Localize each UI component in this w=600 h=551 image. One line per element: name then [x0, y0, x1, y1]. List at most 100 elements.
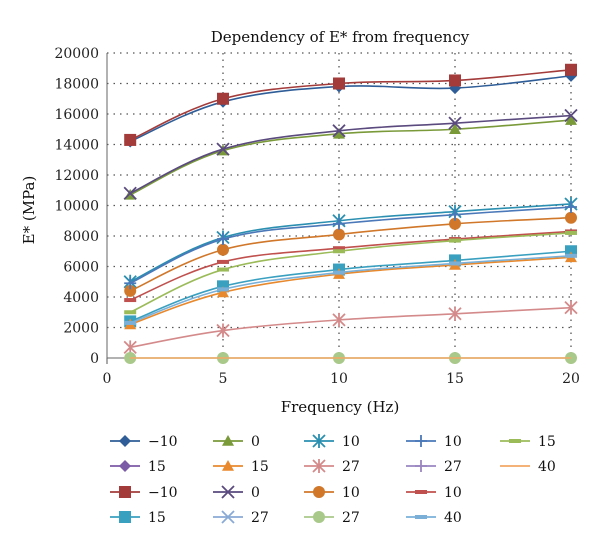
- series-9: [123, 300, 578, 355]
- legend-marker: [312, 459, 326, 473]
- legend-item: 15: [110, 510, 166, 526]
- legend-label: 0: [251, 485, 260, 501]
- series-line: [129, 256, 572, 326]
- legend-item: 27: [304, 459, 360, 475]
- x-axis-label: Frequency (Hz): [281, 398, 400, 416]
- y-tick-label: 12000: [54, 168, 99, 184]
- data-point: [333, 249, 345, 254]
- data-point: [564, 108, 578, 123]
- data-point: [333, 217, 345, 230]
- legend-marker: [415, 490, 427, 494]
- data-point: [124, 298, 137, 303]
- series-12: [124, 201, 577, 290]
- chart-title: Dependency of E* from frequency: [211, 28, 470, 46]
- series-3: [124, 245, 577, 328]
- data-point: [565, 211, 577, 224]
- legend-item: 10: [304, 434, 360, 450]
- series-14: [124, 229, 577, 303]
- data-point: [565, 230, 577, 235]
- series-16: [124, 230, 577, 315]
- data-point: [448, 116, 462, 130]
- y-tick-label: 10000: [54, 199, 99, 215]
- x-tick-label: 0: [103, 371, 112, 387]
- series-line: [129, 114, 572, 195]
- y-tick-label: 8000: [63, 229, 99, 245]
- data-point: [217, 259, 229, 264]
- legend-label: 10: [444, 434, 462, 450]
- legend-marker: [313, 511, 325, 523]
- legend-label: 27: [342, 510, 360, 526]
- data-point: [217, 287, 229, 292]
- legend-label: 40: [444, 510, 462, 526]
- x-tick-label: 20: [562, 371, 580, 387]
- legend-label: 10: [342, 434, 360, 450]
- legend-label: 0: [251, 434, 260, 450]
- data-point: [124, 320, 137, 325]
- series-line: [129, 230, 572, 301]
- legend-label: 40: [538, 459, 556, 475]
- legend-item: 27: [213, 510, 269, 526]
- data-point: [217, 286, 229, 298]
- legend-item: 15: [500, 434, 556, 450]
- legend-label: 15: [148, 510, 166, 526]
- legend-item: 10: [406, 434, 462, 450]
- legend-marker: [119, 486, 131, 498]
- grid: [107, 52, 572, 358]
- data-point: [216, 142, 230, 156]
- legend-item: −10: [110, 434, 178, 450]
- legend-item: 27: [406, 459, 462, 475]
- y-tick-label: 20000: [54, 46, 99, 62]
- data-point: [449, 261, 461, 266]
- legend-item: 15: [213, 459, 269, 475]
- data-point: [333, 77, 345, 90]
- legend-item: 0: [213, 485, 260, 501]
- data-point: [333, 127, 345, 139]
- data-point: [449, 238, 461, 243]
- legend-label: −10: [148, 434, 178, 450]
- x-tick-label: 15: [446, 371, 464, 387]
- legend-label: 15: [148, 459, 166, 475]
- legend-label: 15: [251, 459, 269, 475]
- series-4: [124, 114, 577, 200]
- legend-marker: [222, 460, 234, 471]
- legend-marker: [312, 434, 326, 448]
- data-point: [333, 246, 345, 251]
- axes: 0 2000 4000 6000 8000 10000 12000 14000 16000 180…: [54, 46, 579, 387]
- legend-item: 10: [406, 485, 462, 501]
- series-line: [129, 119, 572, 196]
- data-point: [565, 63, 577, 76]
- data-point: [565, 201, 577, 214]
- legend-marker: [415, 435, 427, 447]
- data-point: [124, 310, 137, 315]
- legend-item: 10: [304, 485, 360, 501]
- data-point: [124, 133, 137, 146]
- data-point: [216, 323, 230, 338]
- legend-marker: [222, 435, 234, 446]
- legend-label: 27: [342, 459, 360, 475]
- legend-label: −10: [148, 485, 178, 501]
- legend-marker: [221, 510, 235, 524]
- data-point: [449, 208, 461, 221]
- data-point: [217, 233, 229, 246]
- legend-label: 27: [444, 459, 462, 475]
- series-6: [123, 108, 578, 200]
- data-point: [123, 340, 137, 355]
- legend: −10 15 −10 15 0 15 0 27 10 27 10 27 10 27 10 40 15 40: [110, 434, 556, 526]
- data-point: [333, 228, 345, 241]
- series-0: [124, 69, 577, 148]
- data-point: [123, 186, 137, 200]
- data-point: [565, 253, 577, 258]
- data-point: [332, 124, 346, 138]
- data-point: [448, 306, 462, 321]
- series-2: [124, 63, 577, 146]
- legend-item: 40: [500, 459, 556, 475]
- data-point: [564, 300, 578, 315]
- y-tick-label: 4000: [63, 290, 99, 306]
- series-group: [123, 63, 578, 364]
- legend-marker: [119, 435, 131, 447]
- series-10: [124, 211, 577, 297]
- x-tick-label: 10: [330, 371, 348, 387]
- y-tick-label: 0: [90, 351, 99, 367]
- legend-marker: [509, 439, 521, 443]
- data-point: [333, 270, 345, 275]
